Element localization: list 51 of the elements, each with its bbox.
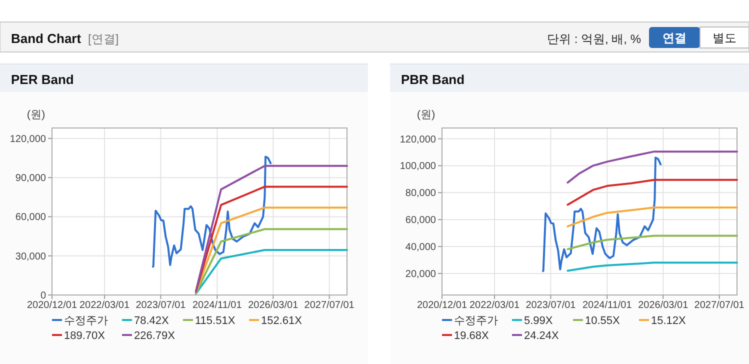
line-series — [566, 262, 738, 272]
line-series — [566, 234, 738, 250]
legend-label: 24.24X — [524, 330, 560, 342]
y-tick-label: 120,000 — [400, 134, 436, 146]
chart-title: PER Band — [11, 72, 74, 87]
legend-label: 수정주가 — [454, 315, 498, 327]
x-tick-label: 2027/07/01 — [304, 300, 355, 311]
text: 연결 — [662, 31, 686, 45]
y-tick-label: 60,000 — [15, 212, 46, 224]
text: 별도 — [712, 31, 736, 45]
x-tick-label: 2024/11/01 — [192, 300, 242, 311]
y-axis-title: (원) — [416, 109, 436, 121]
y-tick-label: 90,000 — [15, 173, 46, 184]
legend-label: 10.55X — [585, 315, 621, 327]
chart-title: PBR Band — [401, 72, 465, 87]
x-tick-label: 2020/12/01 — [26, 300, 78, 311]
text: Band Chart — [11, 31, 82, 46]
y-tick-label: 120,000 — [10, 134, 46, 145]
legend-label: 5.99X — [524, 315, 554, 327]
x-tick-label: 2027/07/01 — [694, 300, 745, 311]
line-series — [566, 150, 738, 184]
y-tick-label: 100,000 — [400, 161, 436, 172]
y-axis-title: (원) — [26, 109, 46, 121]
y-tick-label: 20,000 — [405, 268, 436, 280]
line-series — [152, 156, 272, 268]
text: 단위 : 억원, 배, % — [546, 32, 642, 46]
line-series — [566, 206, 738, 228]
legend-label: 226.79X — [134, 330, 176, 342]
y-tick-label: 0 — [40, 290, 46, 302]
x-tick-label: 2026/03/01 — [248, 300, 299, 311]
x-tick-label: 2023/07/01 — [136, 300, 186, 311]
y-tick-label: 60,000 — [405, 215, 436, 226]
legend-label: 189.70X — [64, 330, 106, 342]
legend-label: 15.12X — [651, 315, 687, 327]
y-tick-label: 30,000 — [15, 251, 46, 262]
legend-label: 115.51X — [195, 315, 236, 327]
line-series — [566, 178, 738, 206]
legend-label: 152.61X — [261, 315, 303, 327]
line-series — [542, 156, 662, 272]
legend-label: 수정주가 — [64, 315, 108, 327]
legend-label: 19.68X — [454, 330, 490, 342]
x-tick-label: 2024/11/01 — [582, 300, 632, 311]
y-tick-label: 40,000 — [405, 242, 436, 254]
x-tick-label: 2020/12/01 — [416, 300, 468, 311]
x-tick-label: 2022/03/01 — [79, 300, 130, 311]
y-tick-label: 80,000 — [405, 188, 436, 200]
text: [연결] — [88, 32, 119, 46]
x-tick-label: 2026/03/01 — [638, 300, 689, 311]
legend-label: 78.42X — [134, 315, 170, 327]
x-tick-label: 2022/03/01 — [469, 300, 520, 311]
x-tick-label: 2023/07/01 — [526, 300, 576, 311]
